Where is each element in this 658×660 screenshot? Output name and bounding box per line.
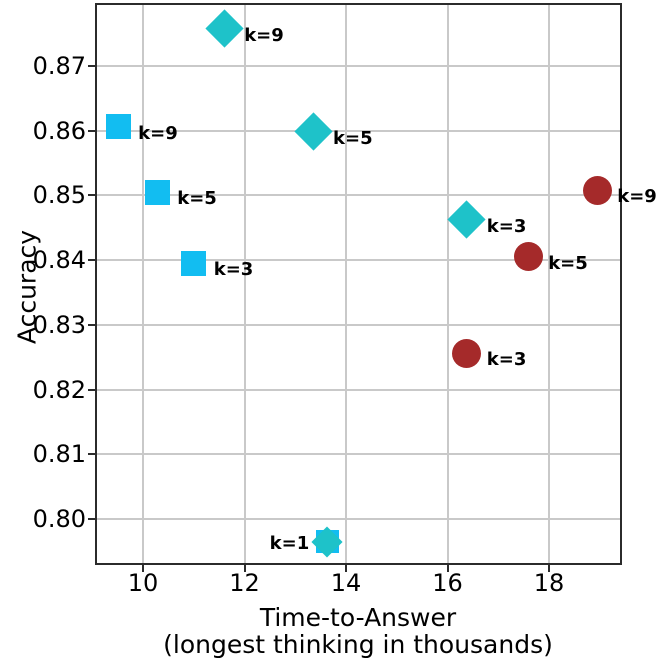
y-tick-label: 0.85 [32,181,86,210]
y-gridline [95,129,622,132]
square-marker-k3 [181,250,207,276]
y-gridline [95,388,622,391]
y-tick [88,323,95,326]
circle-marker-k5 [513,242,543,272]
x-tick [243,565,246,572]
square-marker-k9 [105,114,131,140]
y-tick [88,194,95,197]
y-gridline [95,518,622,521]
y-tick-label: 0.83 [32,310,86,339]
y-tick [88,259,95,262]
y-tick-label: 0.86 [32,116,86,145]
y-tick [88,518,95,521]
y-tick-label: 0.84 [32,246,86,275]
y-tick-label: 0.81 [32,440,86,469]
x-tick [345,565,347,572]
x-tick-label: 12 [229,569,260,597]
x-axis-label-line1: Time-to-Answer [259,603,457,632]
y-tick [88,388,95,391]
y-gridline [95,453,622,456]
plot-area: k=3 k=5 k=9 k=3 k=5 k=9 k=1 k=3 k=5 k=9 [95,3,657,565]
point-label-square-k9: k=9 [138,122,178,144]
point-label-square-k3: k=3 [213,259,254,281]
x-gridline [142,3,144,565]
axes-spine [95,3,622,565]
point-label-diamond-k1: k=1 [269,532,310,554]
x-tick-label: 14 [330,569,362,597]
point-label-diamond-k9: k=9 [244,24,284,46]
circle-marker-k3 [452,338,482,368]
y-tick [88,129,95,132]
y-tick-label: 0.80 [32,505,86,534]
point-label-square-k5: k=5 [177,188,217,210]
x-tick-label: 10 [127,569,159,597]
y-gridline [95,259,622,262]
x-tick-label: 16 [432,569,463,597]
point-label-diamond-k3: k=3 [486,215,527,237]
x-tick [548,565,551,572]
square-marker-k5 [144,179,170,205]
x-gridline [345,3,347,565]
x-tick [142,565,144,572]
point-label-circle-k5: k=5 [548,252,588,274]
x-tick [446,565,449,572]
y-tick [88,453,95,456]
x-gridline [446,3,449,565]
point-label-diamond-k5: k=5 [333,127,373,149]
point-label-circle-k9: k=9 [617,186,657,208]
y-tick [88,64,95,67]
x-tick-label: 18 [533,569,565,597]
point-label-circle-k3: k=3 [486,349,527,371]
x-axis-label-line2: (longest thinking in thousands) [163,630,553,659]
y-gridline [95,64,622,67]
x-gridline [548,3,551,565]
y-gridline [95,194,622,197]
circle-marker-k9 [582,175,612,205]
x-gridline [243,3,246,565]
x-axis-label: Time-to-Answer (longest thinking in thou… [163,604,553,658]
y-gridline [95,323,622,326]
y-tick-label: 0.87 [32,51,86,80]
y-tick-label: 0.82 [32,375,86,404]
